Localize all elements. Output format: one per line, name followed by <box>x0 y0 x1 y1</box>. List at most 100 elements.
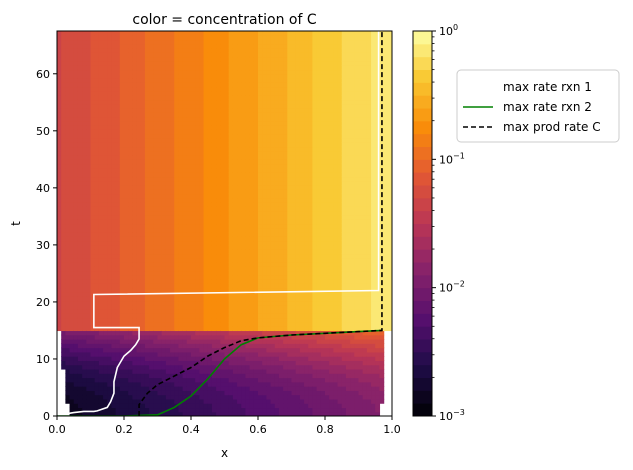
heatmap-cell <box>178 146 184 152</box>
heatmap-cell <box>107 227 113 233</box>
heatmap-cell <box>94 108 100 113</box>
heatmap-cell <box>161 270 167 276</box>
heatmap-cell <box>258 133 263 139</box>
heatmap-cell <box>128 368 133 374</box>
heatmap-cell <box>253 90 259 96</box>
heatmap-cell <box>119 69 125 75</box>
heatmap-cell <box>82 125 87 130</box>
heatmap-cell <box>144 411 150 416</box>
heatmap-cell <box>82 103 87 109</box>
heatmap-cell <box>98 356 104 361</box>
heatmap-cell <box>258 146 263 152</box>
heatmap-cell <box>128 48 133 53</box>
heatmap-cell <box>178 377 184 383</box>
heatmap-cell <box>149 240 154 246</box>
heatmap-cell <box>140 197 146 203</box>
heatmap-cell <box>61 347 66 353</box>
heatmap-cell <box>144 317 150 323</box>
heatmap-cell <box>241 236 247 242</box>
heatmap-cell <box>111 236 117 242</box>
heatmap-cell <box>253 35 259 41</box>
heatmap-cell <box>274 274 280 280</box>
heatmap-cell <box>207 65 213 71</box>
heatmap-cell <box>182 167 188 173</box>
heatmap-cell <box>274 112 280 118</box>
heatmap-cell <box>90 398 96 404</box>
heatmap-cell <box>94 112 100 118</box>
heatmap-cell <box>124 334 129 340</box>
heatmap-cell <box>216 142 221 148</box>
heatmap-cell <box>128 65 133 71</box>
heatmap-cell <box>161 65 167 71</box>
heatmap-cell <box>287 159 293 165</box>
heatmap-cell <box>124 321 129 327</box>
heatmap-cell <box>270 60 276 66</box>
heatmap-cell <box>115 321 121 327</box>
heatmap-cell <box>278 274 284 280</box>
heatmap-cell <box>98 35 104 41</box>
heatmap-cell <box>61 120 66 126</box>
heatmap-cell <box>278 129 284 135</box>
heatmap-cell <box>191 411 196 416</box>
heatmap-cell <box>262 73 267 79</box>
heatmap-cell <box>237 398 242 404</box>
heatmap-cell <box>203 129 209 135</box>
heatmap-cell <box>128 206 133 212</box>
heatmap-cell <box>195 146 200 152</box>
heatmap-cell <box>136 300 142 306</box>
heatmap-cell <box>220 407 226 413</box>
heatmap-cell <box>140 60 146 66</box>
heatmap-cell <box>61 210 66 216</box>
heatmap-cell <box>77 339 83 344</box>
heatmap-cell <box>266 60 272 66</box>
heatmap-cell <box>94 244 100 250</box>
heatmap-cell <box>153 364 159 370</box>
heatmap-cell <box>73 304 79 310</box>
heatmap-cell <box>253 167 259 173</box>
heatmap-cell <box>224 167 230 173</box>
heatmap-cell <box>232 360 238 366</box>
heatmap-cell <box>253 112 259 118</box>
heatmap-cell <box>287 339 293 344</box>
heatmap-cell <box>94 129 100 135</box>
heatmap-cell <box>103 270 108 276</box>
heatmap-cell <box>161 43 167 49</box>
heatmap-cell <box>178 274 184 280</box>
heatmap-cell <box>278 262 284 267</box>
heatmap-cell <box>258 219 263 225</box>
heatmap-cell <box>57 86 62 92</box>
heatmap-cell <box>124 304 129 310</box>
heatmap-cell <box>178 180 184 186</box>
heatmap-cell <box>107 368 113 374</box>
heatmap-cell <box>73 283 79 289</box>
heatmap-cell <box>287 142 293 148</box>
heatmap-cell <box>65 69 71 75</box>
heatmap-cell <box>149 155 154 160</box>
heatmap-cell <box>211 257 217 263</box>
heatmap-cell <box>232 287 238 293</box>
heatmap-cell <box>216 304 221 310</box>
heatmap-cell <box>65 317 71 323</box>
heatmap-cell <box>61 99 66 105</box>
heatmap-cell <box>216 180 221 186</box>
heatmap-cell <box>111 321 117 327</box>
heatmap-cell <box>249 103 255 109</box>
heatmap-cell <box>61 274 66 280</box>
heatmap-cell <box>65 150 71 156</box>
heatmap-cell <box>119 394 125 400</box>
heatmap-cell <box>283 386 288 391</box>
heatmap-cell <box>124 300 129 306</box>
heatmap-cell <box>119 103 125 109</box>
heatmap-cell <box>65 90 71 96</box>
heatmap-cell <box>77 236 83 242</box>
heatmap-cell <box>90 403 96 409</box>
heatmap-cell <box>157 279 163 284</box>
heatmap-cell <box>211 150 217 156</box>
heatmap-cell <box>128 180 133 186</box>
heatmap-cell <box>140 253 146 259</box>
heatmap-cell <box>144 381 150 387</box>
heatmap-cell <box>69 35 75 41</box>
heatmap-cell <box>182 381 188 387</box>
heatmap-cell <box>124 368 129 374</box>
heatmap-cell <box>191 82 196 88</box>
